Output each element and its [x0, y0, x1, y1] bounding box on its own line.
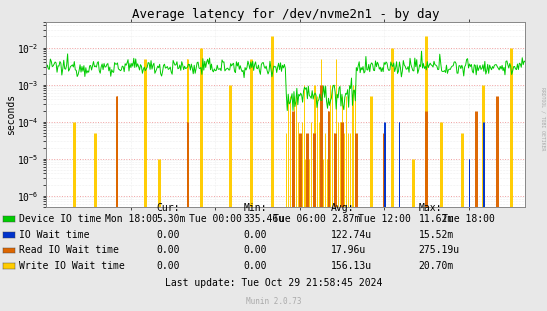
Text: 0.00: 0.00 — [156, 230, 179, 240]
Text: 335.46u: 335.46u — [243, 214, 284, 224]
Text: Last update: Tue Oct 29 21:58:45 2024: Last update: Tue Oct 29 21:58:45 2024 — [165, 278, 382, 288]
Text: 0.00: 0.00 — [243, 261, 267, 271]
Text: Cur:: Cur: — [156, 203, 179, 213]
Text: 156.13u: 156.13u — [331, 261, 372, 271]
Text: 15.52m: 15.52m — [418, 230, 453, 240]
Text: 17.96u: 17.96u — [331, 245, 366, 255]
Y-axis label: seconds: seconds — [6, 94, 16, 135]
Text: 11.62m: 11.62m — [418, 214, 453, 224]
Text: 0.00: 0.00 — [243, 245, 267, 255]
Text: 275.19u: 275.19u — [418, 245, 459, 255]
Text: Avg:: Avg: — [331, 203, 354, 213]
Text: Read IO Wait time: Read IO Wait time — [19, 245, 119, 255]
Text: Write IO Wait time: Write IO Wait time — [19, 261, 125, 271]
Text: 0.00: 0.00 — [156, 261, 179, 271]
Text: 5.30m: 5.30m — [156, 214, 185, 224]
Text: 2.87m: 2.87m — [331, 214, 360, 224]
Text: Device IO time: Device IO time — [19, 214, 101, 224]
Text: Munin 2.0.73: Munin 2.0.73 — [246, 297, 301, 306]
Text: 20.70m: 20.70m — [418, 261, 453, 271]
Text: IO Wait time: IO Wait time — [19, 230, 90, 240]
Text: 0.00: 0.00 — [156, 245, 179, 255]
Text: 122.74u: 122.74u — [331, 230, 372, 240]
Text: Max:: Max: — [418, 203, 442, 213]
Text: 0.00: 0.00 — [243, 230, 267, 240]
Text: RRDTOOL / TOBI OETIKER: RRDTOOL / TOBI OETIKER — [540, 86, 545, 150]
Text: Min:: Min: — [243, 203, 267, 213]
Title: Average latency for /dev/nvme2n1 - by day: Average latency for /dev/nvme2n1 - by da… — [132, 7, 440, 21]
